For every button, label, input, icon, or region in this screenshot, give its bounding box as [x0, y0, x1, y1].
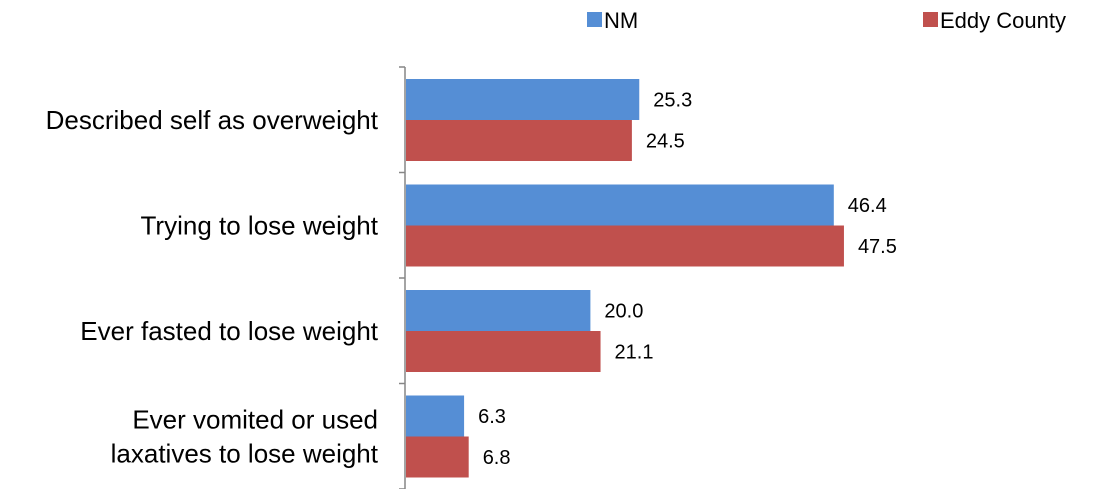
data-label: 21.1 — [615, 342, 654, 364]
legend-swatch — [587, 12, 602, 27]
legend-swatch — [923, 12, 938, 27]
category-axis — [399, 66, 406, 489]
data-label: 25.3 — [653, 90, 692, 112]
bar-eddy-county — [406, 331, 601, 372]
data-label: 20.0 — [604, 301, 643, 323]
bar-nm — [406, 184, 834, 226]
bars — [406, 79, 844, 478]
legend-label: NM — [604, 8, 638, 33]
legend-label: Eddy County — [940, 8, 1066, 33]
bar-nm — [406, 395, 465, 437]
bar-nm — [406, 79, 640, 120]
category-label: laxatives to lose weight — [111, 439, 379, 469]
category-label: Trying to lose weight — [141, 211, 379, 241]
legend: NM Eddy County — [587, 8, 1066, 33]
bar-eddy-county — [406, 225, 844, 267]
category-label: Ever vomited or used — [132, 405, 378, 435]
data-label: 6.3 — [478, 406, 506, 428]
bar-eddy-county — [406, 436, 469, 478]
labels: Described self as overweight 25.3 24.5 Tryi… — [46, 90, 897, 470]
category-label: Ever fasted to lose weight — [80, 316, 378, 346]
data-label: 47.5 — [858, 236, 897, 258]
data-label: 6.8 — [483, 447, 511, 469]
bar-eddy-county — [406, 120, 632, 161]
category-label: Described self as overweight — [46, 105, 379, 135]
data-label: 24.5 — [646, 131, 685, 153]
data-label: 46.4 — [848, 195, 887, 217]
bar-nm — [406, 290, 591, 331]
